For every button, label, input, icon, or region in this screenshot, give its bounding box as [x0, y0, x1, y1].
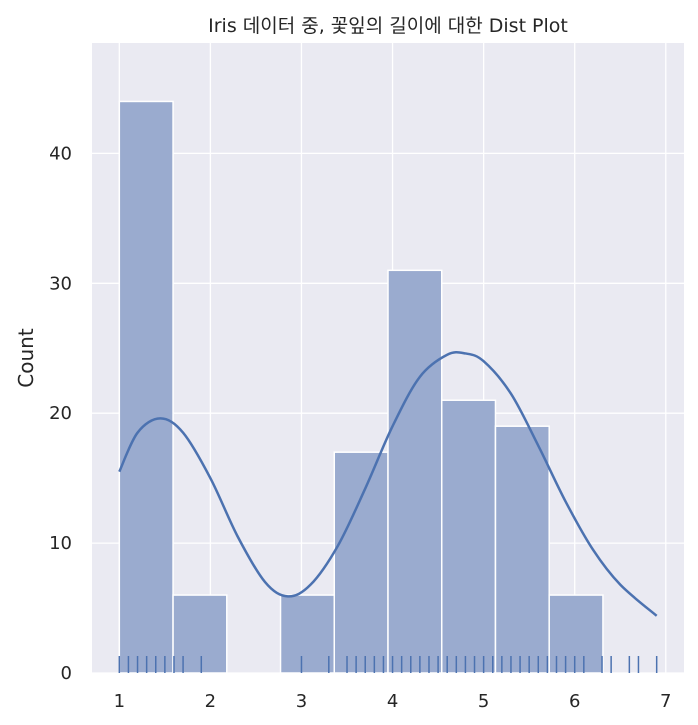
histogram-bar — [440, 399, 497, 674]
x-tick-label: 1 — [114, 691, 125, 712]
kde-curve — [118, 350, 658, 617]
histogram-bar — [548, 594, 604, 674]
x-tick-label: 4 — [387, 691, 398, 712]
histogram-bar — [333, 451, 389, 674]
histogram-bar — [387, 269, 443, 674]
rug-ticks — [118, 656, 658, 673]
x-tick-label: 7 — [660, 691, 671, 712]
y-tick-label: 40 — [49, 143, 72, 164]
histogram-bar — [172, 594, 228, 674]
x-tick-label: 3 — [296, 691, 307, 712]
x-tick-label: 6 — [569, 691, 580, 712]
chart-title: Iris 데이터 중, 꽃잎의 길이에 대한 Dist Plot — [208, 15, 568, 37]
kde-curve-group — [118, 350, 658, 617]
histogram-bar — [279, 594, 336, 674]
y-tick-label: 30 — [49, 273, 72, 294]
histogram-bar — [494, 425, 550, 674]
y-axis-label: Count — [14, 328, 38, 388]
y-tick-labels: 0 10 20 30 40 — [49, 143, 72, 684]
x-tick-label: 5 — [478, 691, 489, 712]
y-tick-label: 20 — [49, 403, 72, 424]
y-tick-label: 0 — [61, 663, 72, 684]
x-tick-label: 2 — [205, 691, 216, 712]
x-tick-labels: 1 2 3 4 5 6 7 — [114, 691, 672, 712]
y-tick-label: 10 — [49, 533, 72, 554]
histogram-bars — [118, 100, 604, 674]
histogram-bar — [118, 100, 174, 674]
